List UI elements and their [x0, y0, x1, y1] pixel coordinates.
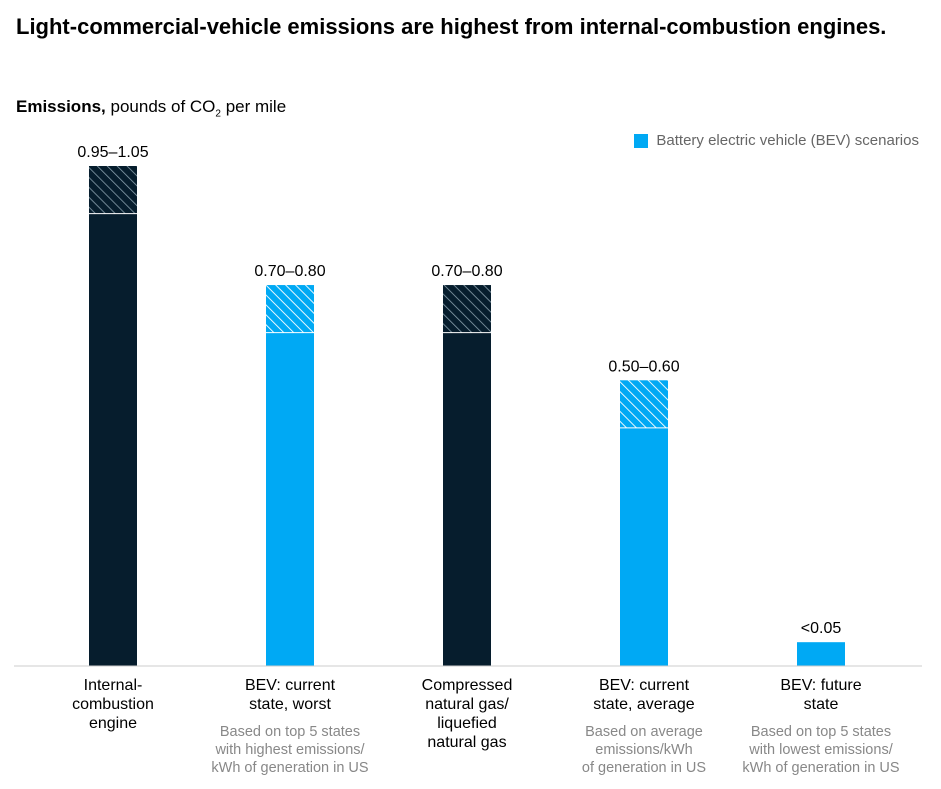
- bar-range-2: [266, 285, 314, 333]
- legend-swatch-bev: [634, 133, 649, 148]
- category-1: Internal- combustion engine: [23, 676, 203, 733]
- category-note-4: Based on average emissions/kWh of genera…: [581, 724, 707, 776]
- bar-solid-3: [443, 332, 491, 666]
- subtitle-unit-suffix: per mile: [225, 97, 287, 116]
- bar-solid-1: [89, 213, 137, 666]
- subtitle-unit-prefix: pounds of CO: [110, 97, 216, 116]
- bar-range-3: [443, 285, 491, 333]
- bar-solid-2: [266, 332, 314, 666]
- subtitle-bold: Emissions,: [16, 97, 106, 116]
- chart-title: Light-commercial-vehicle emissions are h…: [16, 14, 887, 39]
- category-5: BEV: future state Based on top 5 states w…: [731, 676, 911, 777]
- category-note-2: Based on top 5 states with highest emiss…: [211, 724, 369, 776]
- category-4: BEV: current state, average Based on aver…: [554, 676, 734, 777]
- bar-solid-5: [797, 642, 845, 666]
- data-label-3: 0.70–0.80: [431, 263, 502, 280]
- category-label-2: BEV: current state, worst: [244, 677, 336, 713]
- bar-range-4: [620, 380, 668, 428]
- bar-solid-4: [620, 427, 668, 666]
- category-2: BEV: current state, worst Based on top 5 …: [200, 676, 380, 777]
- category-3: Compressed natural gas/ liquefied natura…: [377, 676, 557, 752]
- legend-label-bev: Battery electric vehicle (BEV) scenarios: [656, 132, 919, 149]
- bar-range-1: [89, 166, 137, 214]
- category-label-5: BEV: future state: [780, 677, 862, 713]
- data-label-4: 0.50–0.60: [608, 358, 679, 375]
- data-label-2: 0.70–0.80: [254, 263, 325, 280]
- legend: Battery electric vehicle (BEV) scenarios: [634, 132, 919, 149]
- category-label-3: Compressed natural gas/ liquefied natura…: [421, 677, 513, 751]
- category-note-5: Based on top 5 states with lowest emissi…: [742, 724, 900, 776]
- subtitle-unit-sub: 2: [215, 108, 221, 120]
- data-label-1: 0.95–1.05: [77, 144, 148, 161]
- category-label-4: BEV: current state, average: [593, 677, 695, 713]
- category-label-1: Internal- combustion engine: [72, 677, 154, 732]
- data-label-5: <0.05: [801, 620, 842, 637]
- y-axis-unit-label: Emissions, pounds of CO2 per mile: [16, 97, 286, 119]
